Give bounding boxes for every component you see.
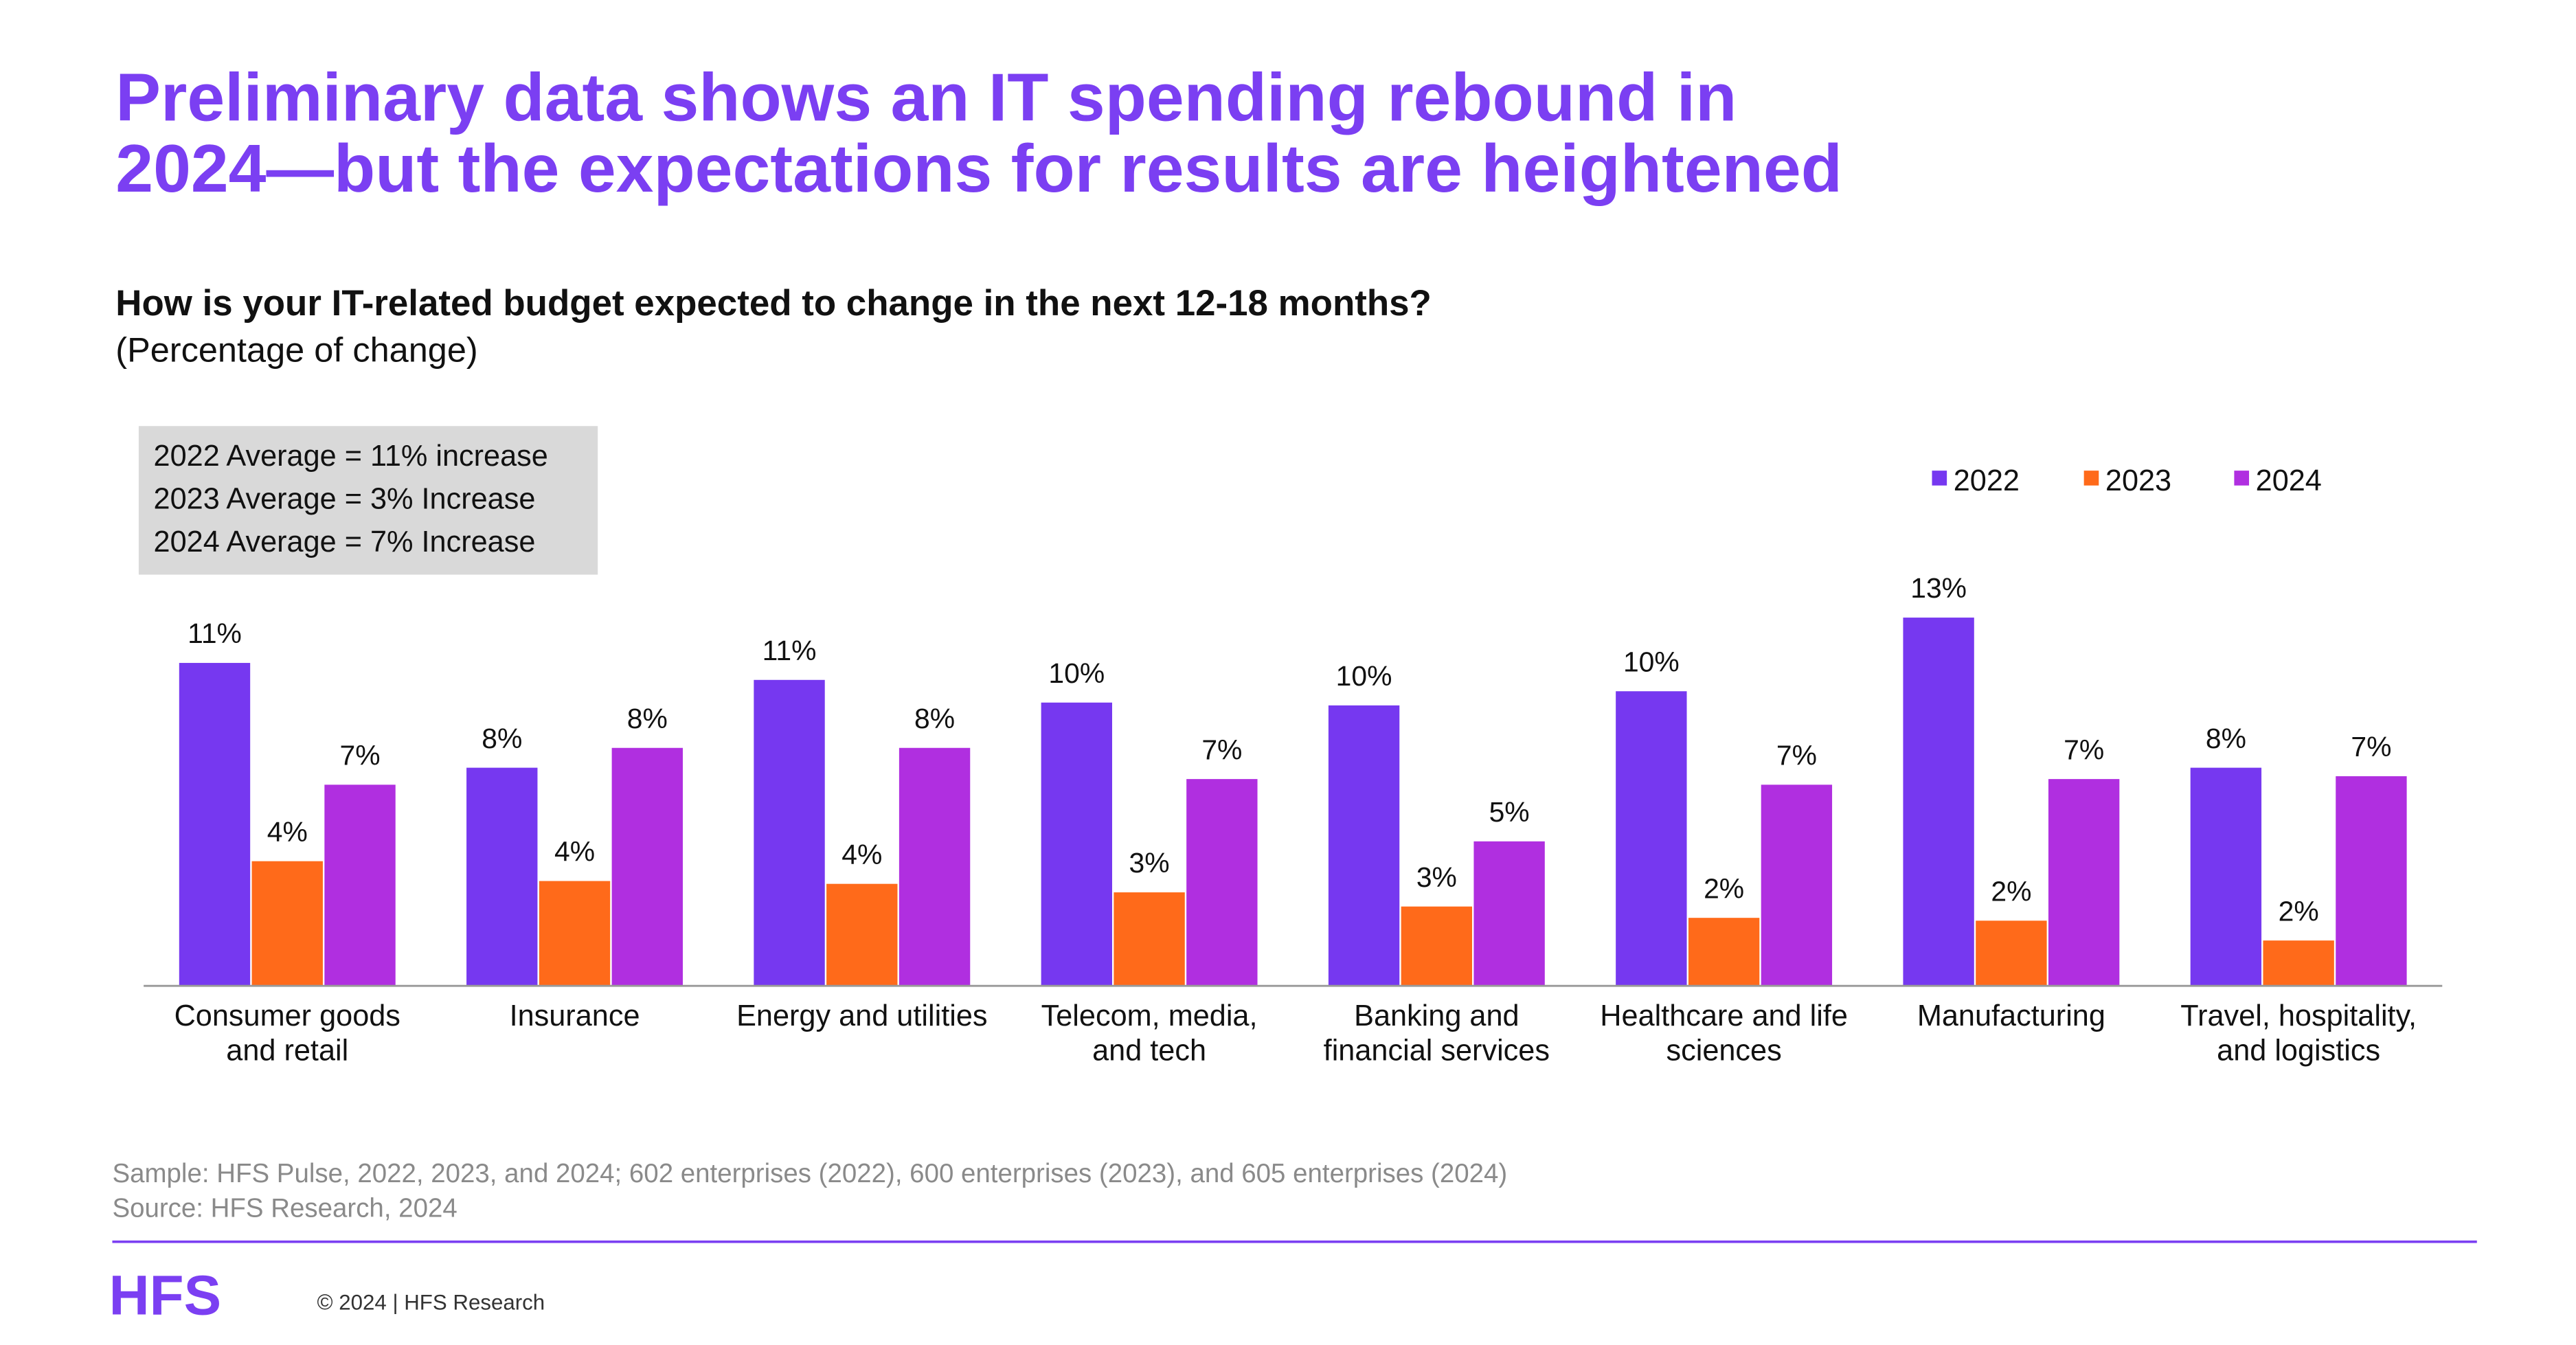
value-label: 8% <box>482 723 522 754</box>
bar <box>466 767 538 986</box>
footnote: Sample: HFS Pulse, 2022, 2023, and 2024;… <box>112 1159 1507 1188</box>
bar <box>324 784 396 986</box>
value-label: 5% <box>1489 796 1530 828</box>
value-label: 11% <box>188 618 242 649</box>
logo: HFS <box>109 1264 221 1326</box>
bar <box>754 679 825 986</box>
legend-swatch <box>1932 471 1947 486</box>
value-label: 7% <box>1201 734 1242 765</box>
annotation: 2023 Average = 3% Increase <box>154 482 536 515</box>
bar <box>1401 906 1473 986</box>
x-tick-label: Manufacturing <box>1917 999 2105 1032</box>
value-label: 11% <box>762 635 817 666</box>
annotation: 2022 Average = 11% increase <box>154 440 548 473</box>
bar <box>1041 702 1112 986</box>
title-line: Preliminary data shows an IT spending re… <box>115 60 1737 135</box>
x-tick-label: Energy and utilities <box>736 999 987 1032</box>
bar <box>1903 618 1974 986</box>
bar <box>2263 940 2334 986</box>
bar <box>611 747 683 986</box>
value-label: 2% <box>2279 895 2319 927</box>
value-label: 7% <box>340 740 381 771</box>
value-label: 4% <box>841 839 882 870</box>
x-tick-label: Travel, hospitality, and logistics <box>2180 999 2417 1067</box>
value-label: 3% <box>1416 861 1457 893</box>
x-tick-label: Telecom, media, and tech <box>1041 999 1258 1067</box>
title-line: 2024—but the expectations for results ar… <box>115 131 1842 206</box>
bar <box>1473 841 1545 986</box>
subtitle-note: (Percentage of change) <box>115 330 477 369</box>
copyright: © 2024 | HFS Research <box>317 1290 545 1314</box>
annotation-box <box>138 426 598 575</box>
value-label: 7% <box>2351 731 2391 762</box>
x-tick-label: Insurance <box>510 999 640 1032</box>
x-tick-label: Healthcare and life sciences <box>1600 999 1848 1067</box>
bar <box>539 881 611 986</box>
value-label: 10% <box>1048 657 1105 689</box>
x-tick-label: Banking and financial services <box>1324 999 1550 1067</box>
value-label: 2% <box>1704 872 1744 904</box>
value-label: 8% <box>914 703 955 734</box>
legend-label: 2022 <box>1954 464 2020 497</box>
value-label: 2% <box>1991 875 2031 907</box>
bar <box>826 883 898 986</box>
subtitle: How is your IT-related budget expected t… <box>115 283 1432 324</box>
bar <box>2336 776 2407 986</box>
legend-label: 2023 <box>2105 464 2171 497</box>
value-label: 8% <box>2206 723 2246 754</box>
bar <box>2190 767 2262 986</box>
bar <box>1114 892 1185 986</box>
value-label: 3% <box>1129 847 1170 879</box>
bar <box>1688 918 1760 986</box>
value-label: 13% <box>1910 572 1967 604</box>
bar <box>1186 779 1258 986</box>
bar <box>1328 705 1400 986</box>
value-label: 4% <box>267 816 308 848</box>
bar <box>1616 691 1687 986</box>
bar <box>1761 784 1833 986</box>
legend-label: 2024 <box>2256 464 2322 497</box>
legend-swatch <box>2083 471 2099 486</box>
footnote: Source: HFS Research, 2024 <box>112 1194 457 1223</box>
bar <box>1976 920 2047 986</box>
value-label: 4% <box>554 836 595 868</box>
legend-swatch <box>2234 471 2250 486</box>
x-tick-label: Consumer goods and retail <box>174 999 400 1067</box>
value-label: 7% <box>2064 734 2104 765</box>
bar <box>2048 779 2120 986</box>
annotation: 2024 Average = 7% Increase <box>154 525 536 558</box>
value-label: 10% <box>1336 660 1392 692</box>
value-label: 8% <box>627 703 668 734</box>
bar <box>179 663 251 986</box>
bar <box>899 747 971 986</box>
value-label: 10% <box>1623 646 1680 677</box>
value-label: 7% <box>1776 740 1817 771</box>
bar <box>251 861 323 986</box>
